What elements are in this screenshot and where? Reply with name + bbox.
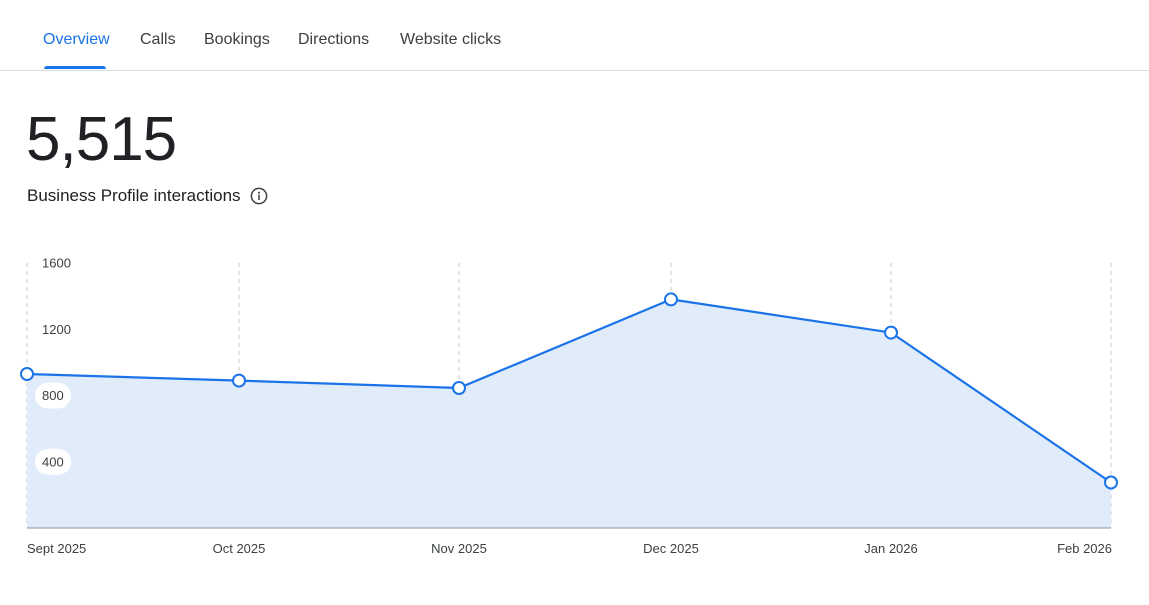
tab-directions[interactable]: Directions bbox=[298, 31, 369, 49]
interactions-total: 5,515 bbox=[26, 104, 176, 176]
y-tick-label: 1600 bbox=[42, 256, 71, 271]
data-point-3[interactable] bbox=[665, 293, 677, 305]
y-tick-800: 800 bbox=[35, 383, 71, 409]
data-point-5[interactable] bbox=[1105, 477, 1117, 489]
chart-x-ticks: Sept 2025 Oct 2025 Nov 2025 Dec 2025 Jan 202… bbox=[27, 541, 1112, 556]
y-tick-1200: 1200 bbox=[35, 316, 71, 342]
area-fill bbox=[27, 299, 1111, 528]
x-tick-label-2: Nov 2025 bbox=[431, 541, 487, 556]
chart-area-layer bbox=[27, 299, 1111, 528]
info-circle-icon[interactable] bbox=[250, 187, 268, 205]
y-tick-label: 400 bbox=[42, 454, 64, 469]
data-point-1[interactable] bbox=[233, 375, 245, 387]
tab-calls[interactable]: Calls bbox=[140, 31, 176, 49]
data-point-0[interactable] bbox=[21, 368, 33, 380]
metric-label-row: Business Profile interactions bbox=[27, 184, 268, 208]
interactions-area-chart: 400 800 1200 1600 Sept 2025 Oct 2025 Nov 2025… bbox=[0, 230, 1149, 605]
x-tick-label-0: Sept 2025 bbox=[27, 541, 86, 556]
x-tick-label-4: Jan 2026 bbox=[864, 541, 918, 556]
y-tick-label: 1200 bbox=[42, 322, 71, 337]
x-tick-label-1: Oct 2025 bbox=[213, 541, 266, 556]
x-tick-label-5: Feb 2026 bbox=[1057, 541, 1112, 556]
tab-website-clicks[interactable]: Website clicks bbox=[400, 31, 501, 49]
data-point-4[interactable] bbox=[885, 327, 897, 339]
tab-overview[interactable]: Overview bbox=[43, 31, 110, 49]
data-point-2[interactable] bbox=[453, 382, 465, 394]
y-tick-label: 800 bbox=[42, 388, 64, 403]
y-tick-400: 400 bbox=[35, 449, 71, 475]
y-tick-1600: 1600 bbox=[42, 256, 71, 271]
x-tick-label-3: Dec 2025 bbox=[643, 541, 699, 556]
tab-bookings[interactable]: Bookings bbox=[204, 31, 270, 49]
metric-label: Business Profile interactions bbox=[27, 186, 241, 206]
active-tab-indicator bbox=[44, 66, 106, 69]
tab-bar: Overview Calls Bookings Directions Websi… bbox=[0, 0, 1149, 71]
